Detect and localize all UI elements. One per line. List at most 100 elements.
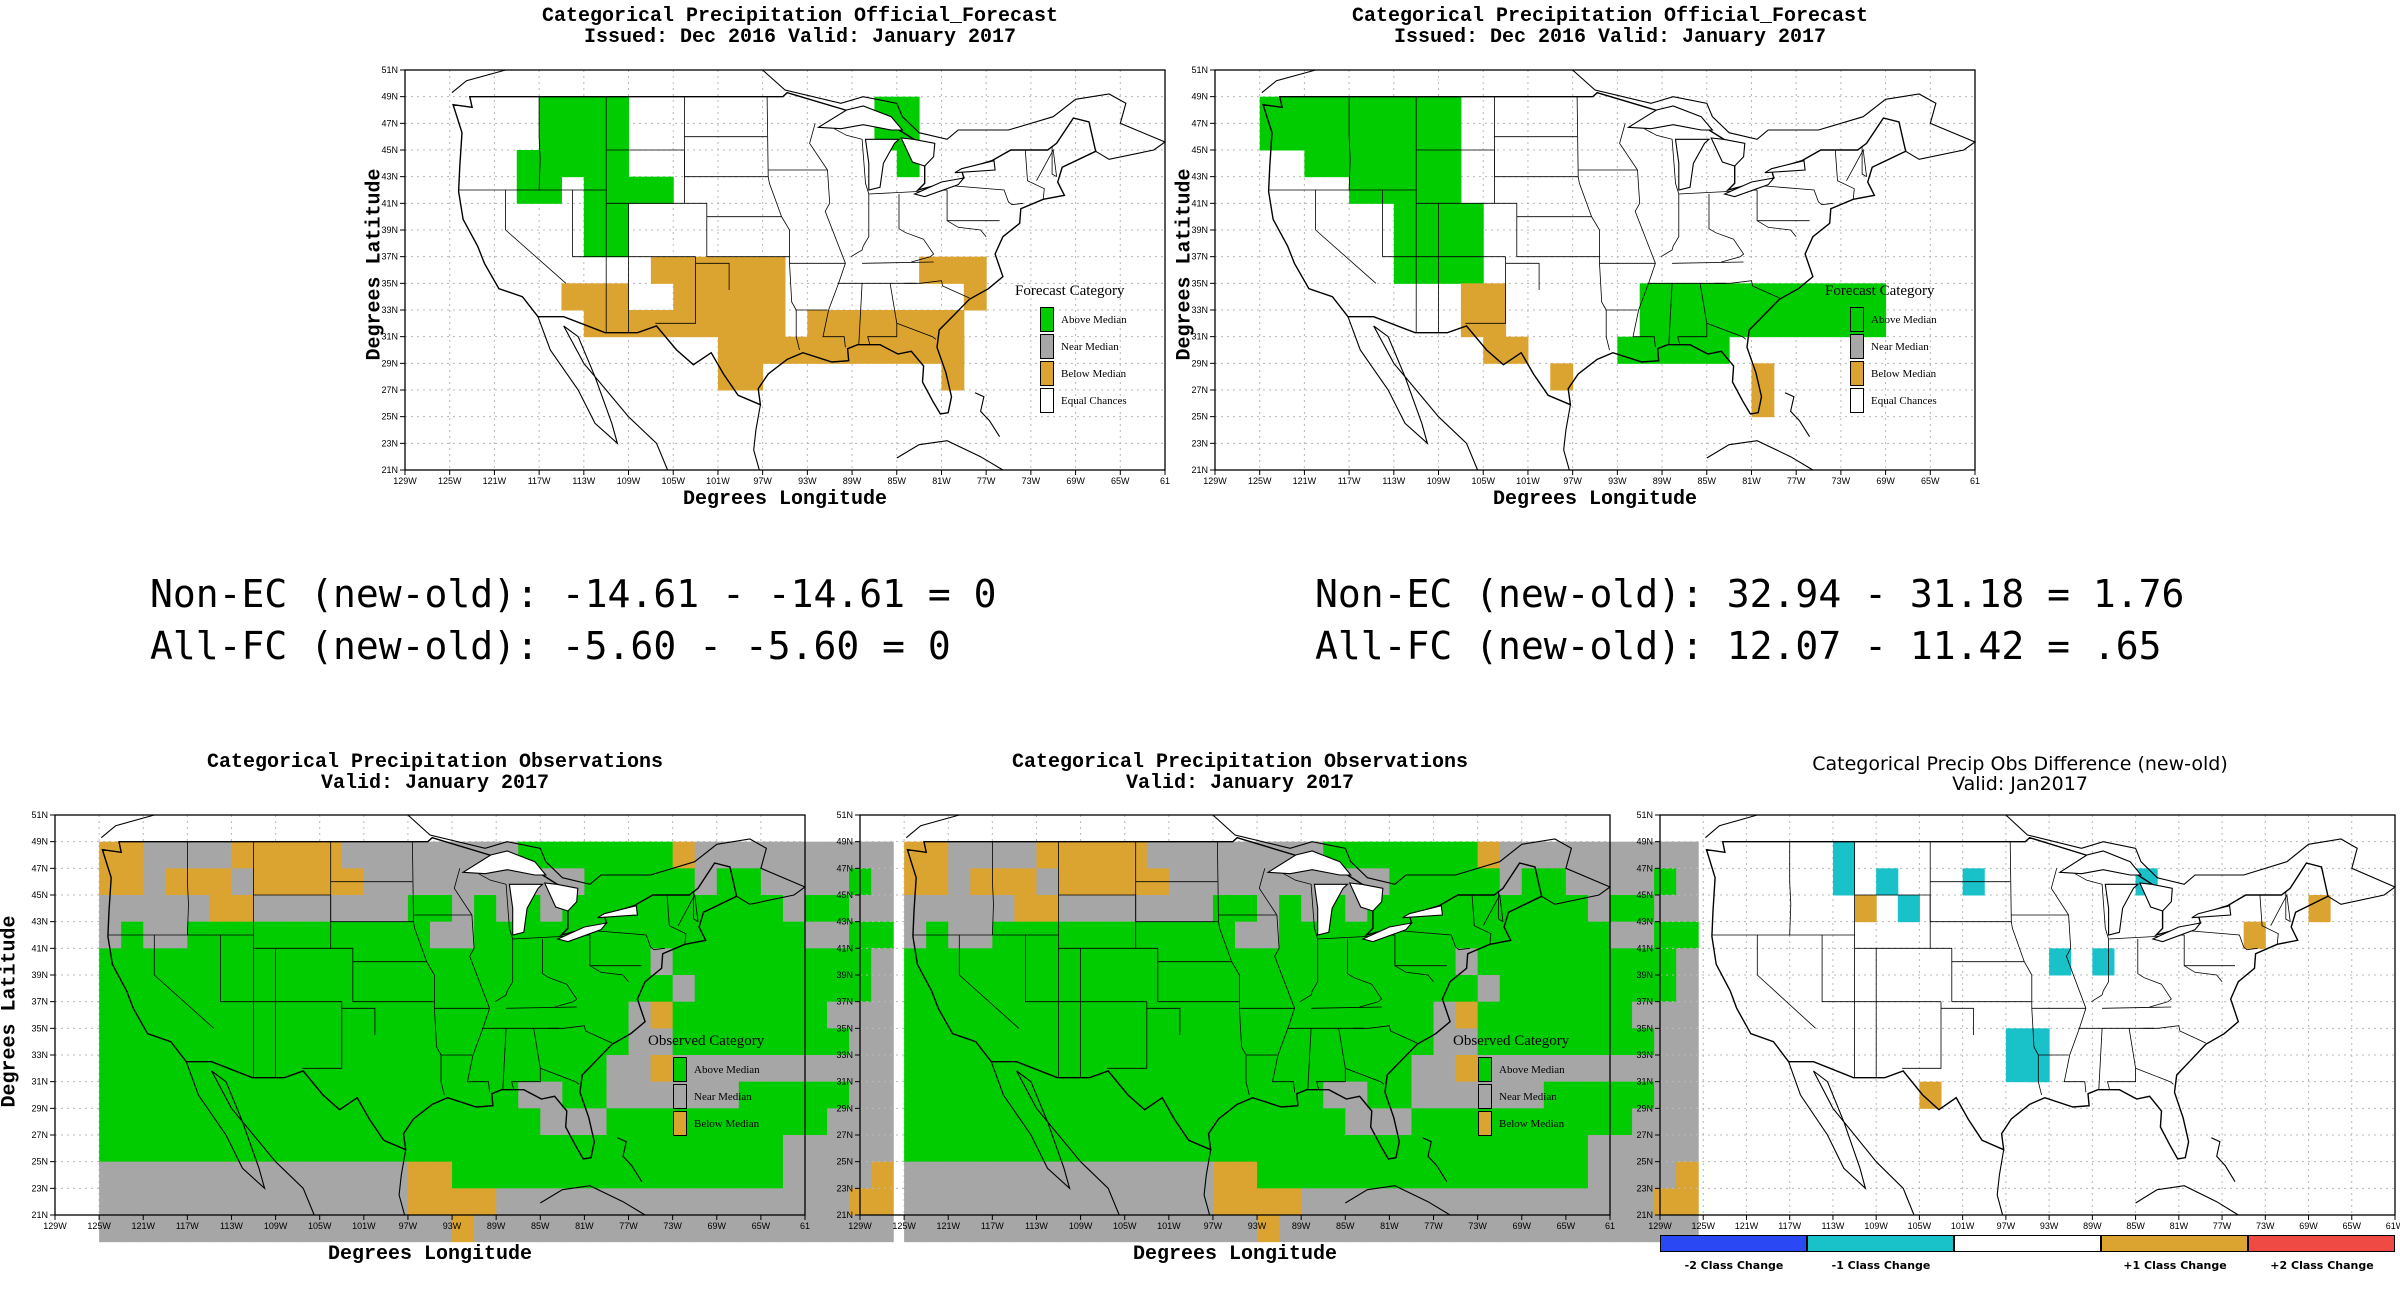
map-frame: [1659, 814, 2396, 1216]
obs-cell: [805, 1055, 828, 1083]
lon-tick-label: 121W: [483, 476, 507, 486]
lat-tick-label: 31N: [381, 332, 398, 342]
obs-cell: [496, 1108, 519, 1136]
obs-cell: [1080, 1081, 1104, 1109]
obs-cell: [1610, 1081, 1633, 1109]
state-border: [2102, 1006, 2172, 1009]
obs-cell: [970, 1188, 993, 1216]
obs-cell: [187, 1161, 210, 1189]
obs-cell: [716, 921, 740, 949]
lon-tick-label: 97W: [1204, 1221, 1223, 1231]
lon-tick-label: 73W: [1468, 1221, 1487, 1231]
obs-cell: [187, 948, 210, 976]
state-border: [1756, 220, 1797, 237]
scale-plus1: [2101, 1235, 2248, 1252]
lon-tick-label: 89W: [843, 476, 862, 486]
cuba-coast: [540, 1185, 646, 1216]
obs-cell: [827, 868, 850, 896]
obs-cell: [385, 1055, 409, 1083]
obs-cell: [430, 841, 453, 869]
great-lake: [1710, 137, 1746, 167]
obs-cell: [716, 868, 740, 896]
obs-cell: [1080, 895, 1104, 923]
obs-cell: [1257, 1028, 1280, 1056]
lat-tick-label: 25N: [31, 1157, 48, 1167]
state-border: [867, 283, 898, 345]
obs-cell: [1345, 948, 1368, 976]
lat-tick-label: 41N: [1191, 198, 1208, 208]
obs-cell: [452, 1188, 475, 1216]
obs-cell: [904, 841, 927, 869]
obs-cell: [562, 1081, 585, 1109]
category-cells: [99, 841, 894, 1243]
obs-cell: [363, 921, 387, 949]
obs-cell: [716, 1081, 740, 1109]
forecast-old-title: Categorical Precipitation Official_Forec…: [541, 5, 1059, 28]
state-border: [1672, 261, 1744, 264]
legend-swatch: [1850, 388, 1864, 413]
lon-tick-label: 105W: [308, 1221, 332, 1231]
obs-cell: [1477, 895, 1501, 923]
obs-cell: [716, 1135, 740, 1163]
lat-tick-label: 47N: [381, 118, 398, 128]
obs-cell: [1499, 1081, 1523, 1109]
obs-cell: [209, 1081, 232, 1109]
lon-tick-label: 85W: [888, 476, 907, 486]
lon-tick-label: 89W: [1653, 476, 1672, 486]
obs-cell: [606, 868, 630, 896]
obs-cell: [407, 1215, 431, 1243]
state-border: [862, 261, 934, 264]
obs-cell: [1499, 1161, 1523, 1189]
obs-cell: [1543, 1135, 1567, 1163]
state-border: [453, 868, 473, 916]
obs-cell: [1036, 1055, 1060, 1083]
obs-cell: [121, 1161, 144, 1189]
lon-tick-label: 125W: [1248, 476, 1272, 486]
obs-cell: [970, 1028, 993, 1056]
obs-cell: [231, 1081, 255, 1109]
obs-cell: [1235, 1215, 1258, 1243]
obs-cell: [1146, 921, 1170, 949]
plus1-cell: [1854, 895, 1877, 923]
forecast-old-legend: Forecast Category Above Median Near Medi…: [1015, 283, 1127, 414]
obs-cell: [1411, 1055, 1435, 1083]
obs-cell: [1543, 948, 1567, 976]
obs-cell: [1235, 948, 1258, 976]
lat-tick-label: 27N: [1636, 1130, 1653, 1140]
obs-cell: [430, 1028, 453, 1056]
obs-cell: [430, 1215, 453, 1243]
obs-cell: [1257, 1108, 1280, 1136]
obs-cell: [1014, 895, 1037, 923]
obs-cell: [1146, 1135, 1170, 1163]
obs-cell: [1499, 921, 1523, 949]
obs-cell: [1521, 1135, 1545, 1163]
obs-cell: [1257, 841, 1280, 869]
state-border: [904, 280, 970, 299]
legend-label: Near Median: [1061, 340, 1119, 353]
state-border: [1505, 262, 1540, 290]
obs-cell: [297, 1028, 321, 1056]
obs-cell: [275, 1081, 299, 1109]
obs-cell: [143, 841, 166, 869]
minus1-cell: [2092, 948, 2115, 976]
lat-tick-label: 37N: [31, 997, 48, 1007]
lon-tick-label: 97W: [1997, 1221, 2016, 1231]
obs-cell: [1212, 1055, 1236, 1083]
obs-cell: [1499, 1001, 1523, 1029]
obs-cell: [1521, 1161, 1545, 1189]
obs-cell: [341, 1161, 365, 1189]
lon-tick-label: 117W: [1338, 476, 1361, 486]
obs-cell: [518, 1055, 541, 1083]
obs-cell: [143, 1001, 166, 1029]
obs-cell: [738, 1055, 762, 1083]
obs-cell: [562, 1188, 585, 1216]
obs-cell: [231, 1215, 255, 1243]
obs-cell: [1521, 1081, 1545, 1109]
obs-cell: [716, 948, 740, 976]
lat-tick-label: 41N: [1636, 943, 1653, 953]
state-border: [548, 1025, 613, 1044]
state-border: [1493, 150, 1579, 178]
obs-cell: [1610, 975, 1633, 1003]
obs-cell: [1499, 948, 1523, 976]
obs-cell: [341, 1001, 365, 1029]
